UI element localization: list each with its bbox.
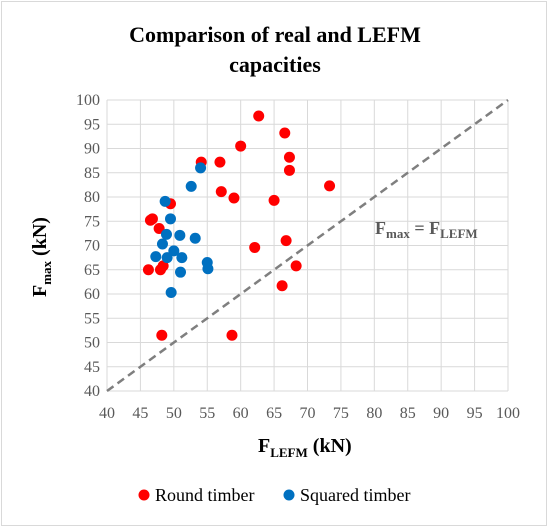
y-tick-label: 85 xyxy=(84,165,100,182)
point-round-timber xyxy=(280,235,292,247)
x-tick-label: 60 xyxy=(233,405,249,422)
point-round-timber xyxy=(283,151,295,163)
point-round-timber xyxy=(214,156,226,168)
y-title-sub: max xyxy=(39,260,54,284)
y-tick-label: 90 xyxy=(84,141,100,158)
legend: Round timber Squared timber xyxy=(138,485,410,505)
x-tick-label: 80 xyxy=(366,405,382,422)
y-tick-label: 50 xyxy=(84,335,100,352)
x-tick-label: 45 xyxy=(132,405,148,422)
x-tick-label: 95 xyxy=(467,405,483,422)
legend-marker-squared-timber xyxy=(283,489,295,501)
data-points xyxy=(142,110,336,341)
point-squared-timber xyxy=(160,228,172,240)
point-round-timber xyxy=(279,127,291,139)
x-title-main: F xyxy=(258,435,270,457)
y-tick-label: 100 xyxy=(76,92,100,109)
point-round-timber xyxy=(153,223,165,235)
x-tick-label: 100 xyxy=(496,405,520,422)
y-tick-label: 60 xyxy=(84,286,100,303)
point-squared-timber xyxy=(168,245,180,257)
point-squared-timber xyxy=(150,251,162,263)
point-round-timber xyxy=(249,241,261,253)
ref-label-sub2: LEFM xyxy=(440,226,478,241)
point-round-timber xyxy=(276,280,288,292)
x-axis-tick-labels: 40 45 50 55 60 65 70 75 80 85 90 95 100 xyxy=(99,405,520,422)
x-tick-label: 65 xyxy=(266,405,282,422)
legend-label-round-timber: Round timber xyxy=(155,485,255,505)
point-squared-timber xyxy=(176,252,188,264)
y-tick-label: 55 xyxy=(84,310,100,327)
x-axis-title: FLEFM (kN) xyxy=(258,435,352,460)
point-round-timber xyxy=(215,186,227,198)
point-squared-timber xyxy=(159,195,171,207)
x-tick-label: 75 xyxy=(333,405,349,422)
chart-title: Comparison of real and LEFM capacities xyxy=(0,20,550,80)
point-squared-timber xyxy=(165,287,177,299)
legend-label-squared-timber: Squared timber xyxy=(300,485,410,505)
point-squared-timber xyxy=(195,162,207,174)
y-tick-label: 45 xyxy=(84,359,100,376)
y-tick-label: 80 xyxy=(84,189,100,206)
y-tick-label: 65 xyxy=(84,262,100,279)
y-title-main: F xyxy=(29,285,51,297)
x-tick-label: 70 xyxy=(300,405,316,422)
y-tick-label: 75 xyxy=(84,213,100,230)
point-squared-timber xyxy=(202,263,214,275)
point-squared-timber xyxy=(189,232,201,244)
x-tick-label: 40 xyxy=(99,405,115,422)
y-tick-label: 40 xyxy=(84,383,100,400)
x-tick-label: 85 xyxy=(400,405,416,422)
point-round-timber xyxy=(226,329,238,341)
y-title-unit: (kN) xyxy=(29,217,51,261)
point-squared-timber xyxy=(185,180,197,192)
reference-line-label: Fmax = FLEFM xyxy=(375,218,478,241)
point-round-timber xyxy=(268,194,280,206)
point-round-timber xyxy=(283,164,295,176)
point-round-timber xyxy=(324,180,336,192)
point-round-timber xyxy=(228,192,240,204)
point-round-timber xyxy=(290,260,302,272)
point-round-timber xyxy=(142,264,154,276)
y-axis-title: Fmax (kN) xyxy=(29,217,54,297)
x-tick-label: 50 xyxy=(166,405,182,422)
legend-marker-round-timber xyxy=(138,489,150,501)
ref-label-main: F xyxy=(375,218,386,238)
point-squared-timber xyxy=(161,252,173,264)
point-squared-timber xyxy=(164,213,176,225)
chart-title-line-1: Comparison of real and LEFM xyxy=(129,22,421,47)
point-squared-timber xyxy=(175,266,187,278)
ref-label-eq: = F xyxy=(410,218,440,238)
x-tick-label: 55 xyxy=(199,405,215,422)
y-tick-label: 70 xyxy=(84,238,100,255)
point-squared-timber xyxy=(156,238,168,250)
point-round-timber xyxy=(157,260,169,272)
chart-title-line-2: capacities xyxy=(229,52,321,77)
point-round-timber xyxy=(156,329,168,341)
point-round-timber xyxy=(253,110,265,122)
point-squared-timber xyxy=(174,229,186,241)
x-title-sub: LEFM xyxy=(270,445,308,460)
x-title-unit: (kN) xyxy=(308,435,352,457)
point-round-timber xyxy=(235,140,247,152)
point-round-timber xyxy=(146,213,158,225)
x-tick-label: 90 xyxy=(433,405,449,422)
y-tick-label: 95 xyxy=(84,116,100,133)
reference-line-fmax-equals-flefm xyxy=(106,98,509,393)
ref-label-sub1: max xyxy=(386,226,410,241)
y-axis-tick-labels: 40 45 50 55 60 65 70 75 80 85 90 95 100 xyxy=(76,92,100,400)
